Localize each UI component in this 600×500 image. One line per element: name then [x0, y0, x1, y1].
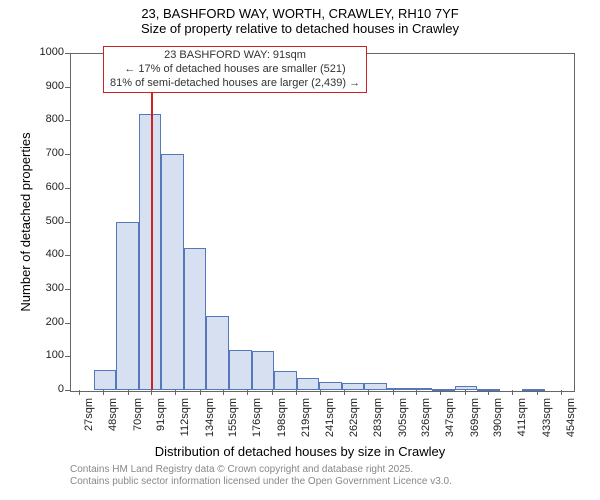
x-tick-label: 70sqm: [132, 398, 144, 458]
callout-box: 23 BASHFORD WAY: 91sqm ← 17% of detached…: [103, 46, 367, 93]
y-tick-label: 700: [30, 147, 64, 159]
histogram-bar: [522, 389, 545, 391]
x-tick: [512, 390, 513, 395]
histogram-bar: [274, 371, 297, 390]
footnote-line-1: Contains HM Land Registry data © Crown c…: [70, 464, 413, 475]
y-tick: [65, 188, 70, 189]
histogram-bar: [206, 316, 229, 390]
x-tick-label: 112sqm: [179, 398, 191, 458]
footnote-line-2: Contains public sector information licen…: [70, 476, 452, 487]
y-tick-label: 1000: [30, 46, 64, 58]
histogram-bar: [161, 154, 184, 390]
x-tick: [344, 390, 345, 395]
y-tick: [65, 154, 70, 155]
chart-title: 23, BASHFORD WAY, WORTH, CRAWLEY, RH10 7…: [0, 6, 600, 36]
histogram-bar: [387, 388, 410, 390]
x-tick: [440, 390, 441, 395]
x-tick-label: 347sqm: [444, 398, 456, 458]
y-tick-label: 0: [30, 383, 64, 395]
x-tick-label: 27sqm: [83, 398, 95, 458]
callout-line-1: 23 BASHFORD WAY: 91sqm: [110, 49, 360, 63]
histogram-bar: [252, 351, 275, 390]
histogram-bar: [432, 389, 455, 391]
title-line-2: Size of property relative to detached ho…: [0, 21, 600, 36]
histogram-bar: [297, 378, 320, 390]
x-tick: [561, 390, 562, 395]
y-tick: [65, 356, 70, 357]
x-tick-label: 176sqm: [251, 398, 263, 458]
x-tick-label: 305sqm: [397, 398, 409, 458]
y-tick-label: 800: [30, 113, 64, 125]
y-tick: [65, 53, 70, 54]
x-tick: [200, 390, 201, 395]
callout-line-3: 81% of semi-detached houses are larger (…: [110, 77, 360, 91]
histogram-bar: [139, 114, 162, 390]
x-tick: [151, 390, 152, 395]
histogram-bar: [94, 370, 117, 390]
x-tick-label: 48sqm: [107, 398, 119, 458]
x-tick-label: 433sqm: [541, 398, 553, 458]
y-tick: [65, 87, 70, 88]
x-tick-label: 411sqm: [516, 398, 528, 458]
x-tick: [223, 390, 224, 395]
callout-line-2: ← 17% of detached houses are smaller (52…: [110, 63, 360, 77]
x-tick-label: 198sqm: [276, 398, 288, 458]
histogram-bar: [455, 386, 478, 390]
x-tick-label: 134sqm: [204, 398, 216, 458]
x-tick: [272, 390, 273, 395]
y-tick-label: 200: [30, 316, 64, 328]
y-tick-label: 600: [30, 181, 64, 193]
x-tick: [175, 390, 176, 395]
x-tick: [103, 390, 104, 395]
x-tick-label: 390sqm: [492, 398, 504, 458]
y-tick: [65, 255, 70, 256]
histogram-bar: [184, 248, 207, 390]
x-tick: [488, 390, 489, 395]
y-tick-label: 300: [30, 282, 64, 294]
marker-line: [151, 88, 153, 390]
x-tick: [465, 390, 466, 395]
y-tick: [65, 323, 70, 324]
x-tick-label: 155sqm: [227, 398, 239, 458]
x-tick-label: 454sqm: [565, 398, 577, 458]
x-tick-label: 91sqm: [155, 398, 167, 458]
x-tick: [296, 390, 297, 395]
y-tick-label: 400: [30, 248, 64, 260]
x-tick: [320, 390, 321, 395]
x-tick: [79, 390, 80, 395]
x-tick: [247, 390, 248, 395]
x-tick: [128, 390, 129, 395]
title-line-1: 23, BASHFORD WAY, WORTH, CRAWLEY, RH10 7…: [0, 6, 600, 21]
histogram-bar: [342, 383, 365, 390]
histogram-bar: [364, 383, 387, 390]
histogram-bar: [319, 382, 342, 390]
x-tick: [393, 390, 394, 395]
y-tick: [65, 289, 70, 290]
x-tick: [537, 390, 538, 395]
x-tick: [416, 390, 417, 395]
x-tick-label: 241sqm: [324, 398, 336, 458]
histogram-bar: [229, 350, 252, 390]
y-tick-label: 100: [30, 349, 64, 361]
y-tick: [65, 390, 70, 391]
x-tick-label: 283sqm: [372, 398, 384, 458]
histogram-bar: [409, 388, 432, 390]
x-tick-label: 326sqm: [420, 398, 432, 458]
x-tick-label: 219sqm: [300, 398, 312, 458]
histogram-bar: [116, 222, 139, 391]
y-tick-label: 900: [30, 80, 64, 92]
y-tick-label: 500: [30, 215, 64, 227]
x-tick-label: 369sqm: [469, 398, 481, 458]
y-tick: [65, 222, 70, 223]
x-tick-label: 262sqm: [348, 398, 360, 458]
x-tick: [368, 390, 369, 395]
chart-container: 23, BASHFORD WAY, WORTH, CRAWLEY, RH10 7…: [0, 0, 600, 500]
y-tick: [65, 120, 70, 121]
